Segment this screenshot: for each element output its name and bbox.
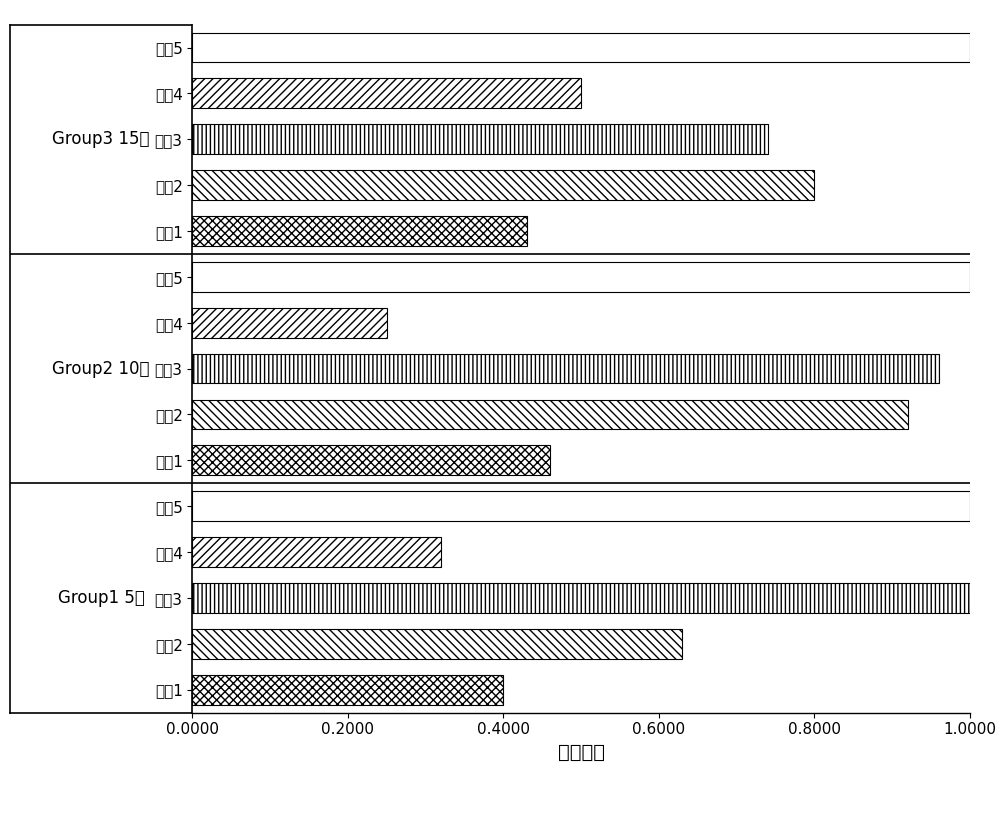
Text: Group3 15天: Group3 15天 (52, 130, 150, 148)
Bar (192, 216, 527, 246)
Bar (192, 124, 768, 154)
Text: Group2 10天: Group2 10天 (52, 360, 150, 378)
Bar (192, 583, 970, 613)
Bar (192, 400, 908, 429)
Bar (192, 354, 939, 383)
Bar (192, 33, 970, 62)
X-axis label: 解冻损失: 解冻损失 (558, 743, 605, 762)
Bar (192, 491, 970, 521)
Bar (192, 629, 682, 658)
Text: Group1 5天: Group1 5天 (58, 589, 145, 607)
Bar (192, 537, 441, 567)
Bar (192, 675, 503, 704)
Bar (192, 308, 387, 337)
Bar (192, 262, 970, 292)
Bar (192, 446, 550, 475)
Bar (192, 79, 581, 108)
Bar (192, 170, 814, 200)
